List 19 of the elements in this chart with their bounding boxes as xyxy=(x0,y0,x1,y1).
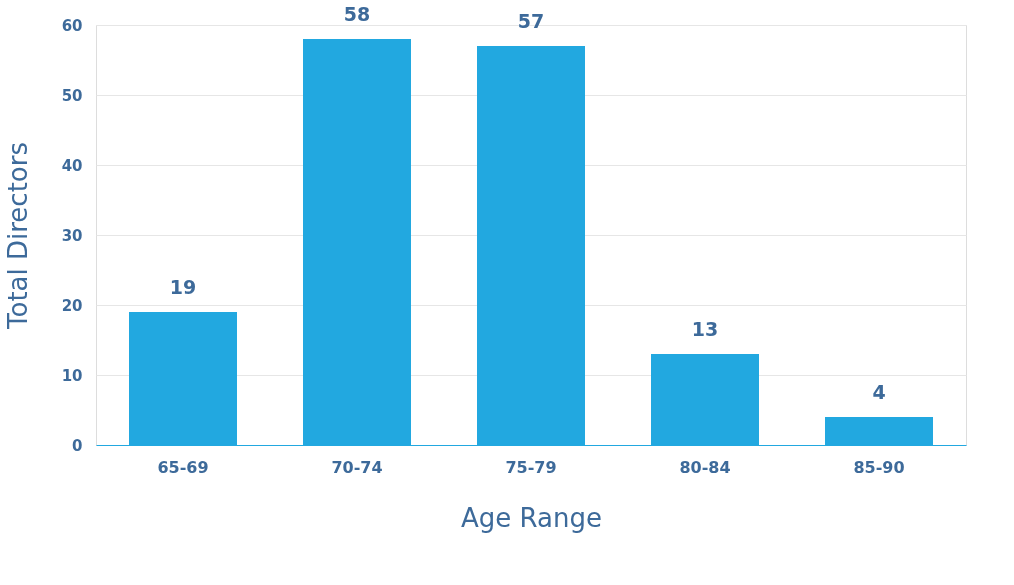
data-label: 4 xyxy=(872,381,886,403)
y-tick-label: 30 xyxy=(61,226,83,245)
x-tick-label: 75-79 xyxy=(505,457,557,477)
x-tick-label: 65-69 xyxy=(157,457,209,477)
data-label: 57 xyxy=(517,10,545,32)
x-tick-label: 80-84 xyxy=(679,457,731,477)
y-tick-label: 60 xyxy=(61,16,83,35)
y-axis-title: Total Directors xyxy=(2,142,33,330)
data-label: 13 xyxy=(691,318,719,340)
x-tick-label: 70-74 xyxy=(331,457,383,477)
x-axis-title: Age Range xyxy=(461,502,602,533)
y-tick-label: 40 xyxy=(61,156,83,175)
y-tick-label: 50 xyxy=(61,86,83,105)
y-tick-label: 10 xyxy=(61,366,83,385)
y-tick-label: 0 xyxy=(72,436,83,455)
y-tick-label: 20 xyxy=(61,296,83,315)
data-label: 19 xyxy=(169,276,197,298)
x-tick-label: 85-90 xyxy=(853,457,905,477)
data-label: 58 xyxy=(343,3,371,25)
